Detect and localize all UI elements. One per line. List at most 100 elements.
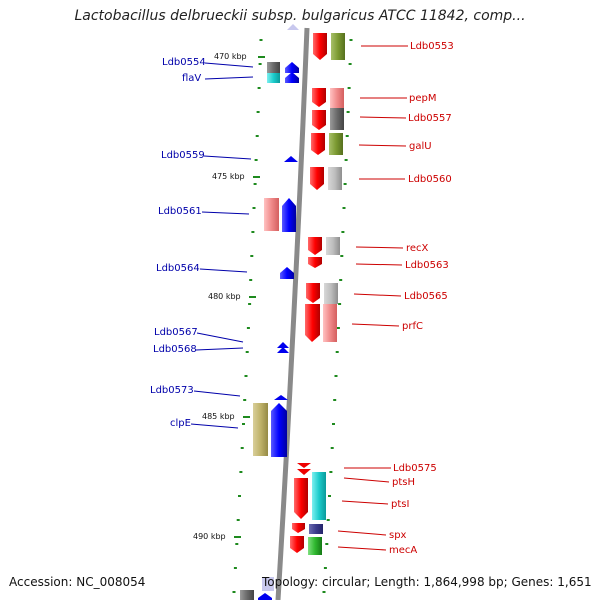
tick-mark-right: [345, 135, 349, 137]
gene-arrow-prfc[interactable]: [305, 304, 320, 342]
gene-arrow-ldb0567[interactable]: [277, 342, 289, 348]
gene-arrow-flav[interactable]: [285, 72, 299, 83]
gene-arrow-ldb0565[interactable]: [306, 283, 320, 303]
gene-label-galu[interactable]: galU: [409, 141, 432, 152]
gene-block-meca-hit[interactable]: [308, 537, 322, 555]
gene-label-ldb0575[interactable]: Ldb0575: [393, 463, 437, 474]
scale-label-470: 470 kbp: [214, 52, 247, 61]
gene-label-ldb0554[interactable]: Ldb0554: [162, 57, 206, 68]
scale-label-490: 490 kbp: [193, 532, 226, 541]
topology-summary-text: Topology: circular; Length: 1,864,998 bp…: [262, 575, 592, 589]
gene-arrow-ldb0573[interactable]: [274, 395, 288, 400]
gene-arrow-ldb0568[interactable]: [277, 347, 289, 353]
tick-mark-right: [332, 423, 335, 425]
gene-label-spx[interactable]: spx: [389, 530, 407, 541]
gene-arrow-ldb0559[interactable]: [284, 156, 298, 162]
gene-arrow-ldb0560[interactable]: [310, 167, 324, 190]
tick-mark-left: [240, 447, 244, 449]
gene-block-ldb0553-hit[interactable]: [331, 33, 345, 60]
accession-text: Accession: NC_008054: [9, 575, 146, 589]
gene-arrow-ldb0563[interactable]: [308, 257, 322, 268]
gene-label-ldb0568[interactable]: Ldb0568: [153, 344, 197, 355]
tick-marks: [232, 39, 353, 593]
gene-label-ldb0564[interactable]: Ldb0564: [156, 263, 200, 274]
gene-label-clpe[interactable]: clpE: [170, 418, 191, 429]
gene-arrow-clpe[interactable]: [271, 403, 287, 457]
gene-arrow-ptsh[interactable]: [297, 469, 311, 475]
tick-mark-left: [244, 375, 248, 377]
gene-block-bottom-hit: [240, 590, 254, 600]
gene-label-ldb0559[interactable]: Ldb0559: [161, 150, 205, 161]
tick-mark-right: [348, 63, 352, 65]
gene-label-meca[interactable]: mecA: [389, 545, 417, 556]
gene-arrow-pepm[interactable]: [312, 88, 326, 107]
gene-block-ldb0561-hit[interactable]: [264, 198, 279, 231]
tick-mark-left: [253, 183, 257, 185]
tick-mark-left: [258, 63, 262, 65]
tick-mark-right: [326, 519, 330, 521]
gene-label-flav[interactable]: flaV: [182, 73, 201, 84]
gene-arrow-galu[interactable]: [311, 133, 325, 155]
tick-mark-right: [342, 207, 346, 209]
tick-mark-right: [329, 471, 333, 473]
tick-mark-right: [335, 351, 339, 353]
gene-block-spx-hit[interactable]: [309, 524, 323, 534]
tick-mark-right: [333, 399, 337, 401]
gene-block-ldb0557-hit[interactable]: [330, 108, 344, 130]
tick-mark-left: [248, 303, 252, 305]
gene-label-ldb0561[interactable]: Ldb0561: [158, 206, 202, 217]
gene-label-recx[interactable]: recX: [406, 243, 429, 254]
gene-arrow-ldb0561[interactable]: [282, 198, 296, 232]
gene-block-recx-hit[interactable]: [326, 237, 340, 255]
gene-block-prfc-hit[interactable]: [323, 304, 337, 342]
gene-arrow-ptsi[interactable]: [294, 478, 308, 519]
gene-block-flav-hit[interactable]: [267, 73, 280, 83]
tick-mark-right: [323, 567, 327, 569]
gene-arrow-bottom: [258, 593, 272, 600]
tick-mark-left: [245, 351, 249, 353]
gene-label-pepm[interactable]: pepM: [409, 93, 436, 104]
tick-mark-right: [344, 159, 348, 161]
gene-block-galu-hit[interactable]: [329, 133, 343, 155]
top-pointer-icon: [287, 24, 299, 30]
tick-mark-left: [251, 231, 255, 233]
gene-arrow-spx[interactable]: [292, 523, 305, 533]
tick-mark-left: [256, 111, 260, 113]
gene-label-ldb0560[interactable]: Ldb0560: [408, 174, 452, 185]
gene-block-ldb0554-hit[interactable]: [267, 62, 280, 73]
gene-label-ptsh[interactable]: ptsH: [392, 477, 415, 488]
gene-arrow-ldb0564[interactable]: [280, 267, 294, 279]
gene-label-ptsi[interactable]: ptsI: [391, 499, 409, 510]
tick-mark-right: [349, 39, 353, 41]
gene-block-ldb0565-hit[interactable]: [324, 283, 338, 304]
gene-arrow-ldb0553[interactable]: [313, 33, 327, 60]
left-leader-lines: [190, 62, 254, 429]
tick-mark-left: [252, 207, 256, 209]
gene-label-ldb0565[interactable]: Ldb0565: [404, 291, 448, 302]
gene-label-ldb0573[interactable]: Ldb0573: [150, 385, 194, 396]
scale-label-480: 480 kbp: [208, 292, 241, 301]
gene-label-ldb0563[interactable]: Ldb0563: [405, 260, 449, 271]
gene-label-ldb0567[interactable]: Ldb0567: [154, 327, 198, 338]
gene-block-pepm-hit[interactable]: [330, 88, 344, 108]
gene-label-prfc[interactable]: prfC: [402, 321, 423, 332]
gene-block-clpe-hit[interactable]: [253, 403, 268, 456]
gene-block-ldb0560-hit[interactable]: [328, 167, 342, 190]
tick-mark-left: [250, 255, 254, 257]
tick-mark-left: [254, 159, 258, 161]
gene-label-ldb0557[interactable]: Ldb0557: [408, 113, 452, 124]
gene-arrow-meca[interactable]: [290, 536, 304, 553]
scale-label-485: 485 kbp: [202, 412, 235, 421]
tick-mark-right: [339, 279, 343, 281]
gene-label-ldb0553[interactable]: Ldb0553: [410, 41, 454, 52]
gene-arrow-ldb0554[interactable]: [285, 62, 299, 73]
gene-arrow-recx[interactable]: [308, 237, 322, 255]
gene-arrow-ldb0575[interactable]: [297, 463, 311, 468]
gene-block-ptsi-hit[interactable]: [312, 472, 326, 520]
tick-mark-right: [336, 327, 340, 329]
tick-mark-left: [249, 279, 253, 281]
bottom-pointer-icon: [262, 577, 274, 591]
gene-arrow-ldb0557[interactable]: [312, 110, 326, 130]
tick-mark-left: [236, 519, 240, 521]
